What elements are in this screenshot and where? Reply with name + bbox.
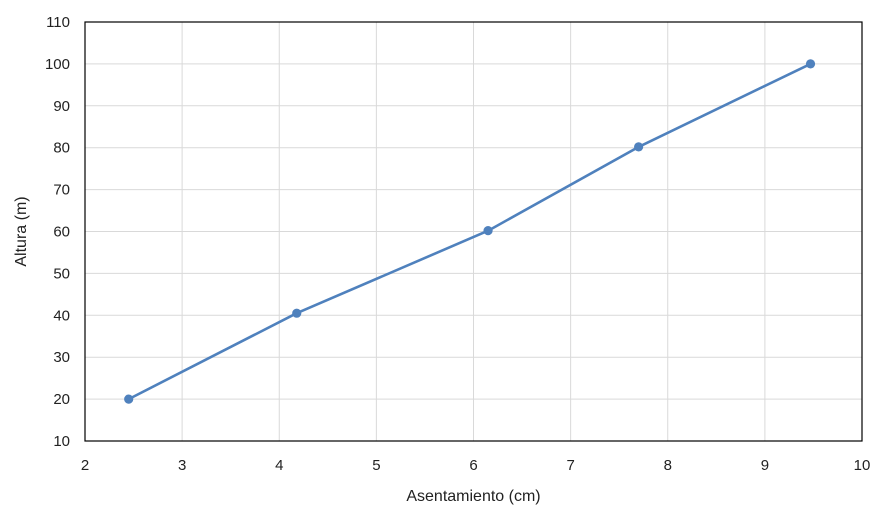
- x-tick-label: 9: [761, 457, 769, 474]
- y-tick-label: 70: [53, 182, 70, 199]
- x-tick-label: 5: [372, 457, 380, 474]
- x-tick-label: 2: [81, 457, 89, 474]
- y-tick-label: 10: [53, 433, 70, 450]
- x-tick-label: 7: [566, 457, 574, 474]
- x-axis-title: Asentamiento (cm): [406, 488, 540, 505]
- plot-area-border: [84, 21, 863, 442]
- x-tick-label: 10: [854, 457, 871, 474]
- data-point: [805, 59, 816, 69]
- y-tick-label: 60: [53, 224, 70, 241]
- data-point: [124, 394, 134, 404]
- y-axis-tick-labels: 10 20 30 40 50 60 70 80 90 100 110: [45, 14, 70, 450]
- y-tick-label: 90: [53, 98, 70, 115]
- y-tick-label: 100: [45, 56, 70, 73]
- series-layer: [124, 59, 816, 404]
- y-tick-label: 110: [46, 14, 70, 31]
- y-tick-label: 50: [53, 265, 70, 282]
- y-axis-title: Altura (m): [13, 196, 30, 266]
- data-point: [483, 226, 493, 236]
- grid: [84, 21, 863, 442]
- data-point: [634, 142, 644, 152]
- x-axis-tick-labels: 2 3 4 5 6 7 8 9 10: [81, 457, 871, 474]
- y-tick-label: 80: [53, 140, 70, 157]
- x-tick-label: 4: [275, 457, 283, 474]
- x-tick-label: 3: [178, 457, 186, 474]
- x-tick-label: 6: [469, 457, 477, 474]
- y-tick-label: 20: [53, 391, 70, 408]
- y-tick-label: 40: [53, 307, 70, 324]
- y-tick-label: 30: [53, 349, 70, 366]
- data-point: [292, 308, 302, 318]
- x-tick-label: 8: [664, 457, 672, 474]
